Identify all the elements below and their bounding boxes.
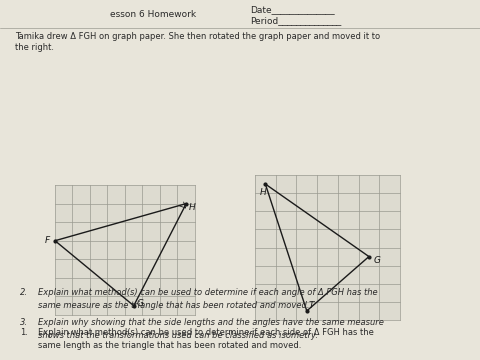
Text: 2.: 2. [20, 288, 28, 297]
Text: 1.: 1. [20, 328, 28, 337]
Text: F: F [44, 236, 49, 245]
Text: H: H [189, 203, 195, 212]
Text: esson 6 Homework: esson 6 Homework [110, 10, 196, 19]
Text: the right.: the right. [15, 43, 54, 52]
FancyBboxPatch shape [254, 175, 399, 320]
Text: T: T [308, 301, 314, 310]
Text: Explain what method(s) can be used to determine if each angle of Δ FGH has the
s: Explain what method(s) can be used to de… [38, 288, 377, 310]
Text: H: H [260, 188, 266, 197]
Text: Explain what method(s) can be used to determine if each side of Δ FGH has the
sa: Explain what method(s) can be used to de… [38, 328, 373, 350]
Text: Date______________: Date______________ [250, 5, 334, 14]
Text: 3.: 3. [20, 318, 28, 327]
Text: Period______________: Period______________ [250, 16, 340, 25]
Text: G: G [136, 299, 143, 308]
Text: Explain why showing that the side lengths and the angles have the same measure
s: Explain why showing that the side length… [38, 318, 383, 339]
Text: G: G [372, 256, 380, 265]
Text: Tamika drew Δ FGH on graph paper. She then rotated the graph paper and moved it : Tamika drew Δ FGH on graph paper. She th… [15, 32, 379, 41]
FancyBboxPatch shape [55, 185, 194, 315]
